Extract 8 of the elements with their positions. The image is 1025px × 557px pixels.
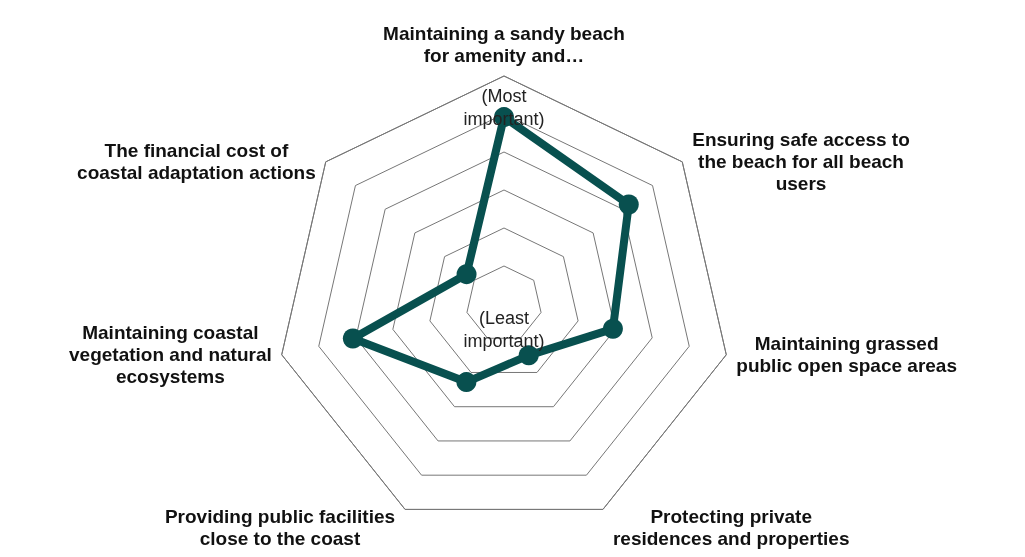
spoke-label: The financial cost of coastal adaptation actions [77,140,316,184]
spoke-label: Providing public facilities close to the coast [164,505,396,549]
spoke-label: Maintaining coastal vegetation and natural ecosystems [69,322,272,388]
text: (Least important) [463,307,545,351]
spoke-label: Ensuring safe access to the beach for all beach users [692,129,910,195]
spoke-label: Maintaining grassed public open space areas [736,333,957,377]
spoke-label: Maintaining a sandy beach for amenity and… [383,22,625,66]
spoke-label: Protecting private residences and properties [612,505,850,549]
